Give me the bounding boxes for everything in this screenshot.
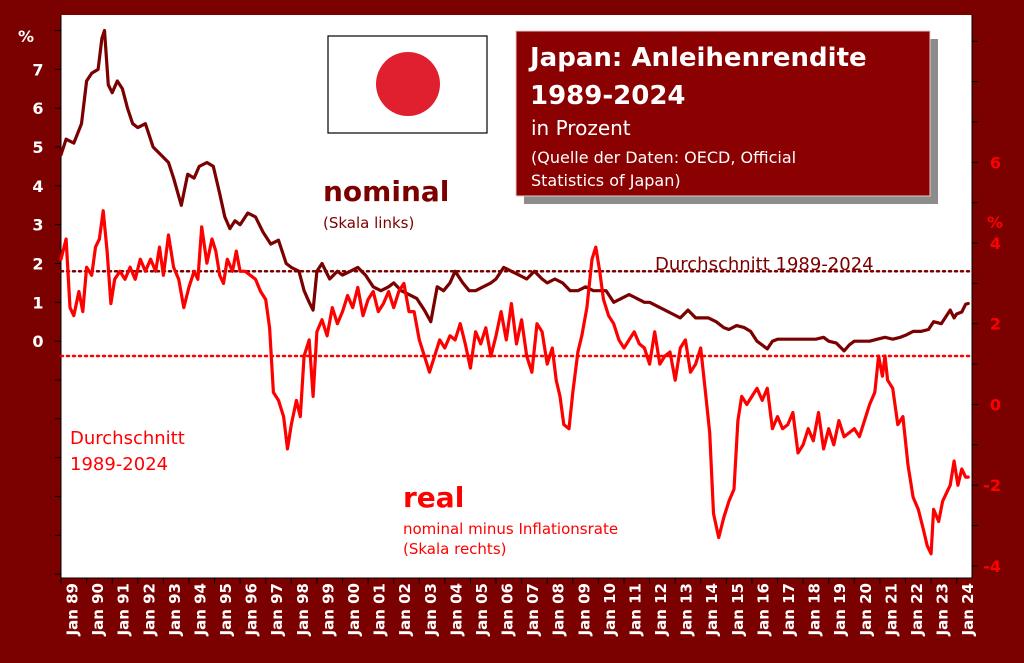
nominal-scale-note: (Skala links) bbox=[323, 214, 414, 232]
axis-ticks: 0 1 2 3 4 5 6 7 -4 -2 0 2 4 6 Jan 89 Jan 90 Jan 91 Jan 92… bbox=[32, 15, 1001, 636]
real-scale-note: (Skala rechts) bbox=[403, 540, 506, 558]
x-tick-label: Jan 91 bbox=[115, 583, 133, 636]
right-axis-unit: % bbox=[987, 213, 1003, 232]
x-tick-label: Jan 97 bbox=[268, 583, 286, 636]
x-tick-label: Jan 03 bbox=[422, 583, 440, 636]
source-line-2: Statistics of Japan) bbox=[531, 171, 681, 190]
x-tick-label: Jan 98 bbox=[294, 583, 312, 636]
x-tick-label: Jan 95 bbox=[217, 583, 235, 636]
real-average-label-1: Durchschnitt bbox=[70, 428, 185, 449]
x-tick-label: Jan 20 bbox=[857, 583, 875, 636]
left-tick-label: 4 bbox=[32, 177, 43, 196]
x-tick-label: Jan 99 bbox=[319, 583, 337, 636]
x-tick-label: Jan 06 bbox=[499, 583, 517, 636]
x-tick-label: Jan 94 bbox=[191, 583, 209, 636]
x-tick-label: Jan 92 bbox=[140, 583, 158, 636]
x-tick-label: Jan 00 bbox=[345, 583, 363, 636]
x-tick-label: Jan 11 bbox=[626, 583, 644, 636]
x-tick-label: Jan 14 bbox=[703, 583, 721, 636]
x-tick-label: Jan 01 bbox=[371, 583, 389, 636]
x-tick-label: Jan 02 bbox=[396, 583, 414, 636]
source-line-1: (Quelle der Daten: OECD, Official bbox=[531, 148, 796, 167]
x-tick-label: Jan 23 bbox=[934, 583, 952, 636]
real-average-label-2: 1989-2024 bbox=[70, 454, 168, 475]
left-tick-label: 6 bbox=[32, 99, 43, 118]
left-tick-label: 5 bbox=[32, 138, 43, 157]
x-tick-label: Jan 05 bbox=[473, 583, 491, 636]
series-lines bbox=[59, 28, 970, 556]
x-tick-label: Jan 89 bbox=[64, 583, 82, 636]
series-line-nominal bbox=[59, 28, 970, 353]
sun-disc-icon bbox=[376, 52, 440, 116]
right-tick-label: 0 bbox=[990, 395, 1001, 414]
x-tick-label: Jan 12 bbox=[652, 583, 670, 636]
left-axis-unit: % bbox=[18, 27, 34, 46]
left-tick-label: 2 bbox=[32, 254, 43, 273]
x-tick-label: Jan 22 bbox=[908, 583, 926, 636]
left-tick-label: 3 bbox=[32, 216, 43, 235]
subtitle-unit: in Prozent bbox=[531, 116, 631, 140]
x-tick-label: Jan 09 bbox=[575, 583, 593, 636]
nominal-label: nominal bbox=[323, 175, 449, 208]
x-tick-label: Jan 07 bbox=[524, 583, 542, 636]
x-tick-label: Jan 04 bbox=[447, 583, 465, 636]
right-tick-label: -4 bbox=[983, 557, 1001, 576]
right-tick-label: 4 bbox=[990, 234, 1001, 253]
average-lines bbox=[59, 270, 974, 358]
japan-flag bbox=[327, 35, 488, 134]
real-definition: nominal minus Inflationsrate bbox=[403, 520, 618, 538]
title-line-1: Japan: Anleihenrendite bbox=[528, 43, 867, 73]
x-tick-label: Jan 15 bbox=[729, 583, 747, 636]
x-tick-label: Jan 16 bbox=[754, 583, 772, 636]
x-tick-label: Jan 93 bbox=[166, 583, 184, 636]
x-tick-label: Jan 18 bbox=[806, 583, 824, 636]
right-tick-label: -2 bbox=[983, 476, 1001, 495]
series-line-real bbox=[59, 209, 970, 556]
x-tick-label: Jan 08 bbox=[550, 583, 568, 636]
x-tick-label: Jan 19 bbox=[831, 583, 849, 636]
real-label: real bbox=[403, 481, 464, 514]
x-tick-label: Jan 13 bbox=[678, 583, 696, 636]
right-tick-label: 2 bbox=[990, 315, 1001, 334]
title-box-background bbox=[515, 30, 931, 197]
title-line-2: 1989-2024 bbox=[530, 81, 686, 111]
right-tick-label: 6 bbox=[990, 153, 1001, 172]
left-tick-label: 7 bbox=[32, 60, 43, 79]
left-tick-label: 0 bbox=[32, 332, 43, 351]
x-tick-label: Jan 90 bbox=[89, 583, 107, 636]
left-tick-label: 1 bbox=[32, 293, 43, 312]
x-tick-label: Jan 10 bbox=[601, 583, 619, 636]
nominal-average-label: Durchschnitt 1989-2024 bbox=[655, 254, 874, 275]
x-tick-label: Jan 17 bbox=[780, 583, 798, 636]
x-tick-label: Jan 21 bbox=[882, 583, 900, 636]
x-tick-label: Jan 24 bbox=[959, 583, 977, 636]
x-tick-label: Jan 96 bbox=[243, 583, 261, 636]
title-box: Japan: Anleihenrendite 1989-2024 in Proz… bbox=[515, 30, 938, 204]
